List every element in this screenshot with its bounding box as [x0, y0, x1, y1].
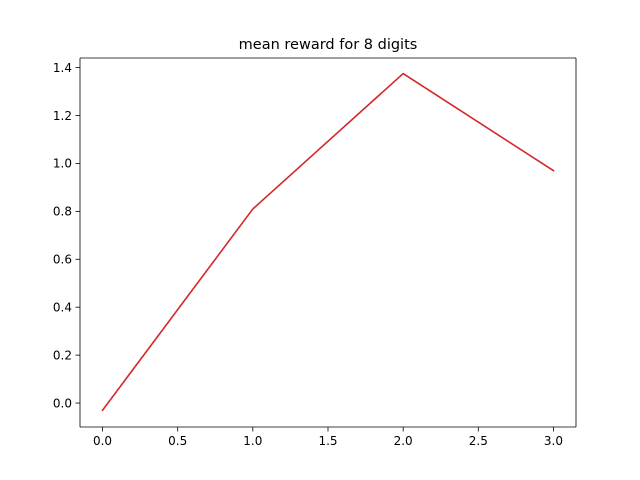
y-tick-label: 0.2	[53, 348, 72, 362]
y-tick-label: 0.0	[53, 396, 72, 410]
x-tick-label: 0.0	[93, 434, 112, 448]
x-tick-label: 2.0	[394, 434, 413, 448]
y-tick-label: 0.6	[53, 253, 72, 267]
series-line	[101, 72, 555, 412]
y-tick-label: 0.8	[53, 205, 72, 219]
x-tick-label: 0.5	[168, 434, 187, 448]
y-tick-label: 0.4	[53, 300, 72, 314]
y-tick-label: 1.0	[53, 157, 72, 171]
x-tick-label: 1.0	[243, 434, 262, 448]
x-tick-label: 2.5	[469, 434, 488, 448]
chart-title: mean reward for 8 digits	[239, 37, 418, 53]
x-tick-label: 3.0	[544, 434, 563, 448]
y-tick-label: 1.2	[53, 109, 72, 123]
plot-area: 0.0 0.5 1.0 1.5 2.0 2.5 3.0 0.0 0.2 0.4 0.6 0.8 1.0 1…	[53, 57, 577, 448]
x-tick-label: 1.5	[318, 434, 337, 448]
y-tick-label: 1.4	[53, 61, 72, 75]
